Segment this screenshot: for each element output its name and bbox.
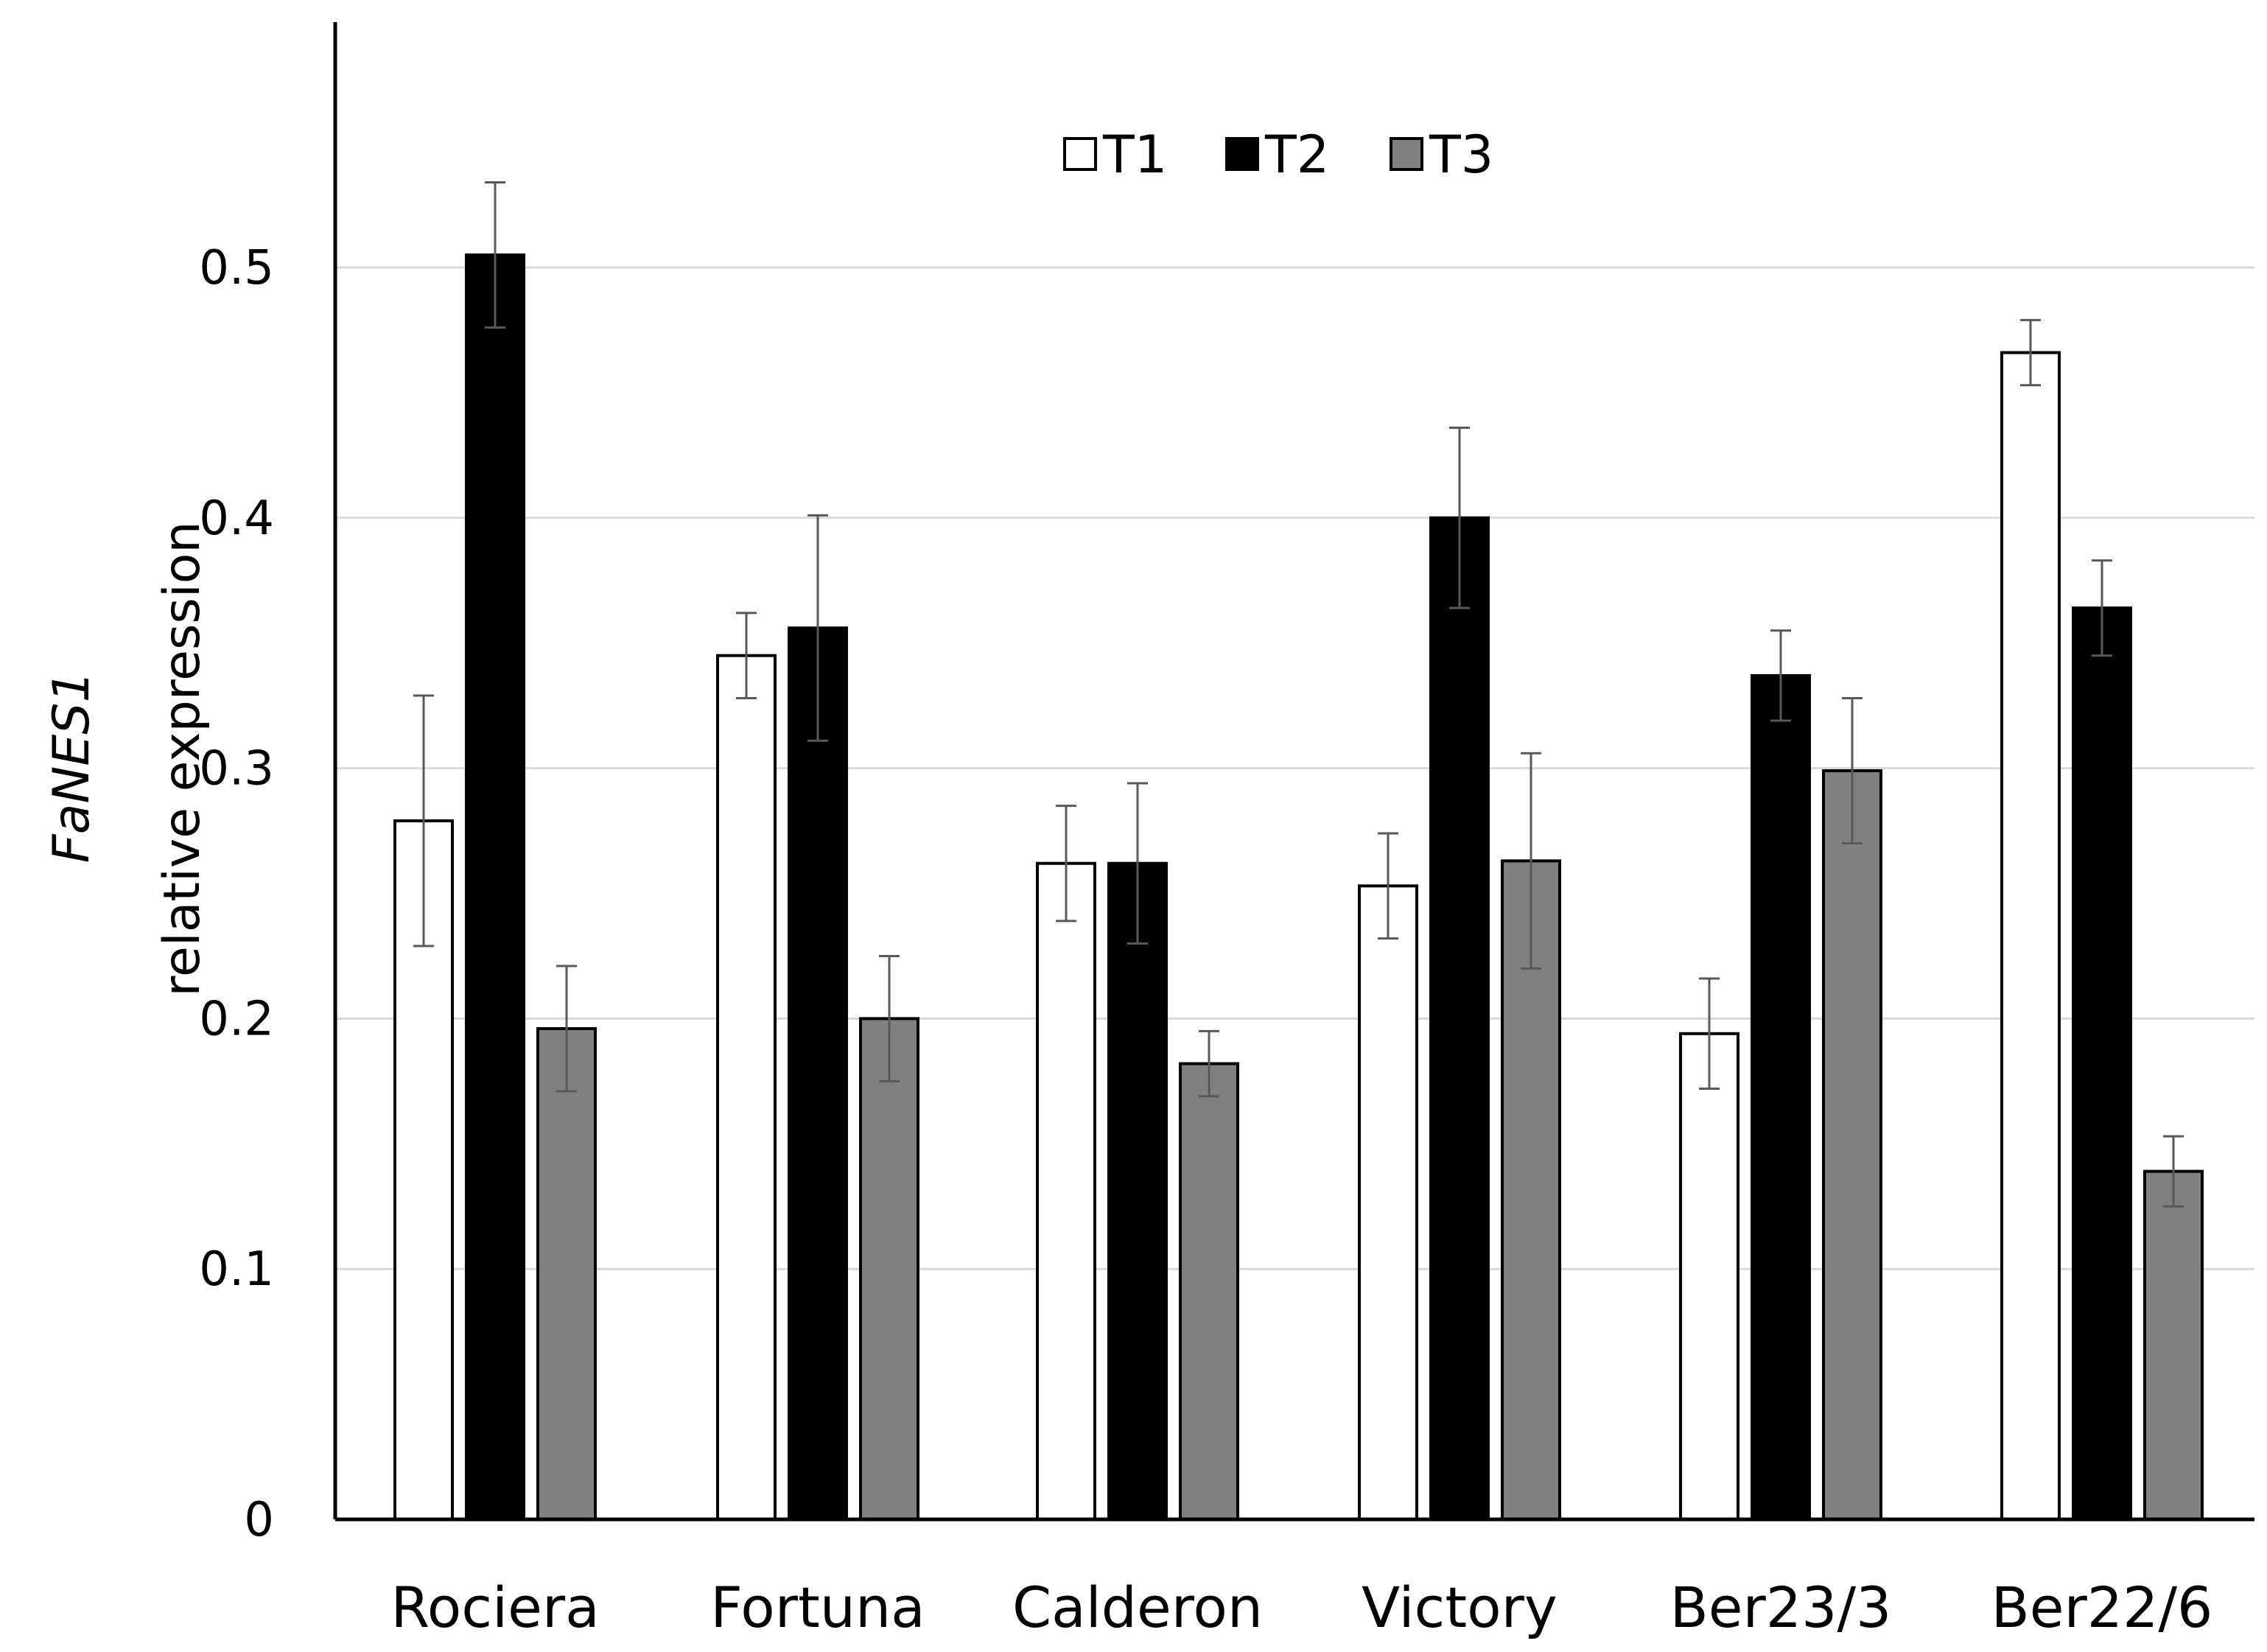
bar-t2 — [788, 626, 848, 1521]
error-bar — [1056, 805, 1076, 923]
error-bar — [2163, 1135, 2184, 1208]
gridlines — [335, 266, 2254, 1270]
y-tick-label: 0.2 — [199, 992, 274, 1046]
bar-t2 — [2072, 606, 2132, 1521]
legend: T1 T2 T3 — [1063, 125, 1493, 185]
x-tick-label: Ber23/3 — [1670, 1575, 1892, 1640]
legend-label-t1: T1 — [1102, 125, 1167, 185]
bar-t2 — [1751, 673, 1811, 1521]
y-tick-labels: 0 0.1 0.2 0.3 0.4 0.5 — [199, 241, 274, 1547]
legend-swatch-t3 — [1390, 137, 1423, 171]
legend-label-t3: T3 — [1429, 125, 1493, 185]
error-bar — [1770, 629, 1791, 722]
y-tick-label: 0.3 — [199, 742, 274, 797]
error-bars — [413, 181, 2184, 1208]
x-tick-labels: Rociera Fortuna Calderon Victory Ber23/3 Ber2… — [390, 1575, 2212, 1640]
error-bar — [2020, 318, 2041, 387]
bar-t2 — [1429, 516, 1490, 1521]
legend-swatch-t1 — [1063, 137, 1097, 171]
error-bar — [1842, 696, 1863, 845]
error-bar — [1199, 1029, 1219, 1098]
x-tick-label: Calderon — [1012, 1575, 1263, 1640]
y-axis-label-gene: FaNES1 — [43, 671, 101, 863]
error-bar — [413, 694, 434, 948]
y-axis-label-text: relative expression — [153, 522, 211, 997]
bar-t3 — [1179, 1062, 1239, 1521]
bar-t3 — [1822, 769, 1882, 1522]
error-bar — [2092, 559, 2112, 657]
error-bar — [1449, 426, 1470, 609]
y-tick-label: 0.4 — [199, 491, 274, 546]
bar-t3 — [2143, 1169, 2204, 1521]
axes — [333, 22, 2254, 1522]
error-bar — [556, 965, 577, 1093]
legend-label-t2: T2 — [1264, 125, 1329, 185]
bar-t3 — [536, 1026, 597, 1521]
error-bar — [1127, 782, 1148, 945]
bars — [393, 253, 2204, 1522]
error-bar — [736, 612, 757, 699]
bar-t1 — [1036, 861, 1096, 1521]
bar-t3 — [859, 1017, 919, 1521]
y-axis-label: FaNES1 relative expression — [43, 522, 211, 997]
error-bar — [1521, 752, 1541, 970]
bar-t1 — [2000, 351, 2061, 1522]
error-bar — [485, 181, 505, 329]
x-tick-label: Victory — [1362, 1575, 1558, 1640]
y-tick-label: 0.5 — [199, 241, 274, 295]
error-bar — [1378, 832, 1398, 940]
bar-t1 — [716, 654, 777, 1522]
error-bar — [807, 514, 828, 742]
bar-t1 — [1679, 1032, 1739, 1521]
y-tick-label: 0 — [244, 1493, 274, 1547]
error-bar — [879, 954, 900, 1082]
bar-t2 — [1107, 861, 1168, 1521]
legend-swatch-t2 — [1225, 137, 1259, 171]
error-bar — [1699, 977, 1720, 1091]
bar-t2 — [465, 253, 525, 1521]
bar-t1 — [1358, 884, 1418, 1521]
x-tick-label: Rociera — [390, 1575, 599, 1640]
x-tick-label: Ber22/6 — [1991, 1575, 2213, 1640]
y-tick-label: 0.1 — [199, 1242, 274, 1297]
x-tick-label: Fortuna — [710, 1575, 925, 1640]
